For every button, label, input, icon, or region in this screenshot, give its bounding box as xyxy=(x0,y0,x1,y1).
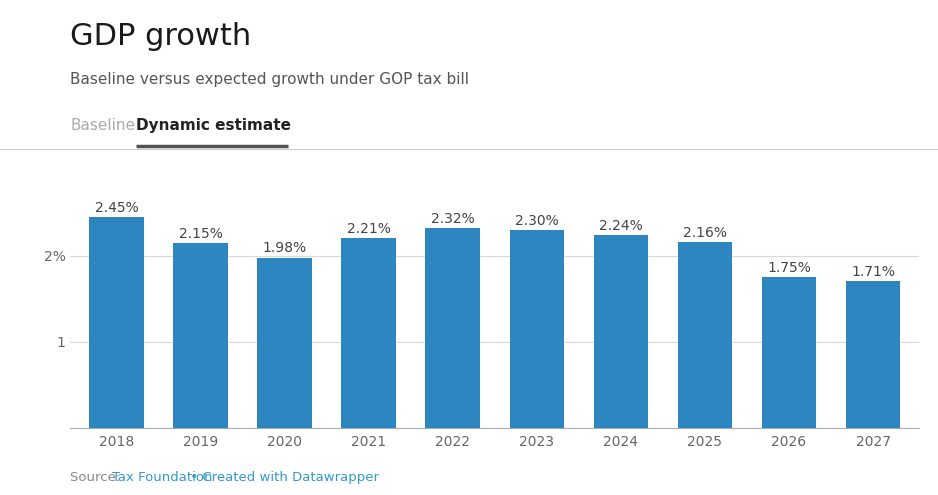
Text: 1.75%: 1.75% xyxy=(767,261,811,275)
Text: 2.30%: 2.30% xyxy=(515,214,559,228)
Bar xyxy=(762,277,816,428)
Bar xyxy=(509,230,564,428)
Bar xyxy=(257,257,312,428)
Bar xyxy=(341,238,396,428)
Text: 1.98%: 1.98% xyxy=(263,242,307,255)
Bar xyxy=(89,217,144,428)
Bar xyxy=(677,242,733,428)
Text: Source:: Source: xyxy=(70,471,125,484)
Text: 2.15%: 2.15% xyxy=(178,227,222,241)
Bar xyxy=(846,281,900,428)
Bar xyxy=(594,235,648,428)
Text: 2.16%: 2.16% xyxy=(683,226,727,240)
Text: Baseline versus expected growth under GOP tax bill: Baseline versus expected growth under GO… xyxy=(70,72,469,87)
Text: 2.45%: 2.45% xyxy=(95,201,139,215)
Bar xyxy=(174,243,228,428)
Text: 2.21%: 2.21% xyxy=(347,222,390,236)
Text: Dynamic estimate: Dynamic estimate xyxy=(136,118,291,133)
Text: Tax Foundation: Tax Foundation xyxy=(112,471,212,484)
Text: 2.24%: 2.24% xyxy=(599,219,643,233)
Text: GDP growth: GDP growth xyxy=(70,22,251,51)
Text: • Created with Datawrapper: • Created with Datawrapper xyxy=(186,471,379,484)
Bar xyxy=(426,228,480,428)
Text: 2.32%: 2.32% xyxy=(431,212,475,226)
Text: Baseline: Baseline xyxy=(70,118,135,133)
Text: 1.71%: 1.71% xyxy=(851,265,895,279)
